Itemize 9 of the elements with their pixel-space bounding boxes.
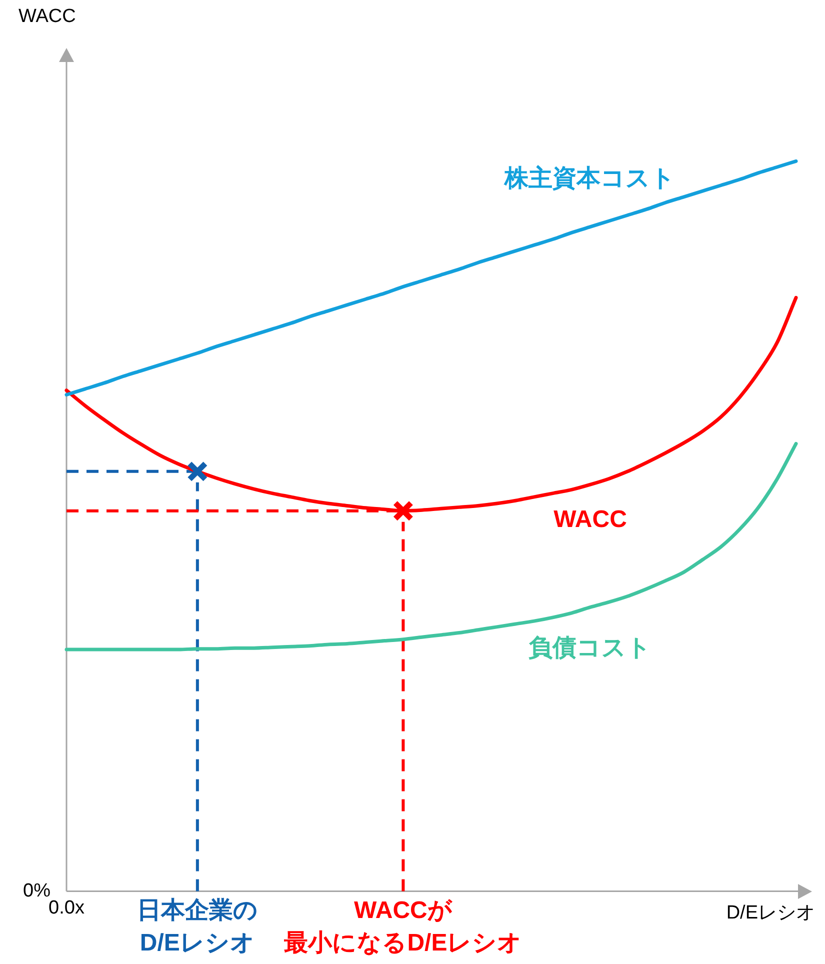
series-label: 負債コスト [528,634,652,662]
text: 0% [23,880,51,902]
x-tick-label: WACCが最小になるD/Eレシオ [283,897,522,956]
x-tick-label: 0.0x [48,897,85,918]
series-label: WACC [554,506,627,533]
x-axis-title: D/Eレシオ [726,902,815,924]
text: WACC [18,6,76,28]
x-tick-label: 日本企業のD/Eレシオ [136,897,258,956]
series-label: 株主資本コスト [504,164,676,192]
